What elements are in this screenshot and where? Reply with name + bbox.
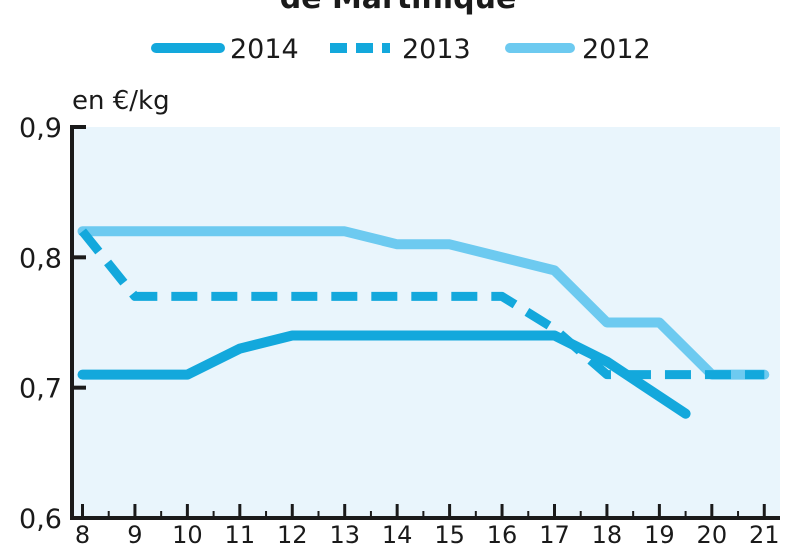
x-tick-label: 17 <box>539 521 570 549</box>
x-tick-label: 19 <box>644 521 675 549</box>
x-tick-label: 13 <box>329 521 360 549</box>
x-tick-label: 8 <box>75 521 90 549</box>
x-tick-label: 18 <box>592 521 623 549</box>
legend: 2014 2013 2012 <box>151 34 651 65</box>
y-tick-label: 0,6 <box>19 504 62 535</box>
y-axis-unit-label: en €/kg <box>72 86 170 116</box>
y-tick-label: 0,7 <box>19 374 62 405</box>
series-line-2012 <box>77 226 770 380</box>
series-layer <box>77 226 770 419</box>
x-tick-label: 16 <box>487 521 518 549</box>
x-tick-label: 9 <box>127 521 142 549</box>
legend-label-2012: 2012 <box>582 34 651 65</box>
axes <box>70 125 780 520</box>
x-tick-label: 15 <box>434 521 465 549</box>
legend-label-2013: 2013 <box>402 34 471 65</box>
x-tick-label: 21 <box>749 521 780 549</box>
x-tick-label: 20 <box>697 521 728 549</box>
chart-title: de Martinique <box>280 0 517 16</box>
x-tick-label: 10 <box>172 521 203 549</box>
plot-area <box>72 127 780 518</box>
legend-label-2014: 2014 <box>230 34 299 65</box>
y-tick-label: 0,8 <box>19 243 62 274</box>
x-tick-labels: 8 9 10 11 12 13 14 15 16 17 18 19 20 21 <box>75 521 780 549</box>
x-tick-label: 12 <box>277 521 308 549</box>
x-tick-label: 14 <box>382 521 413 549</box>
x-tick-label: 11 <box>225 521 256 549</box>
y-tick-label: 0,9 <box>19 113 62 144</box>
series-line-2014 <box>77 330 691 419</box>
y-tick-labels: 0,6 0,7 0,8 0,9 <box>19 113 62 535</box>
